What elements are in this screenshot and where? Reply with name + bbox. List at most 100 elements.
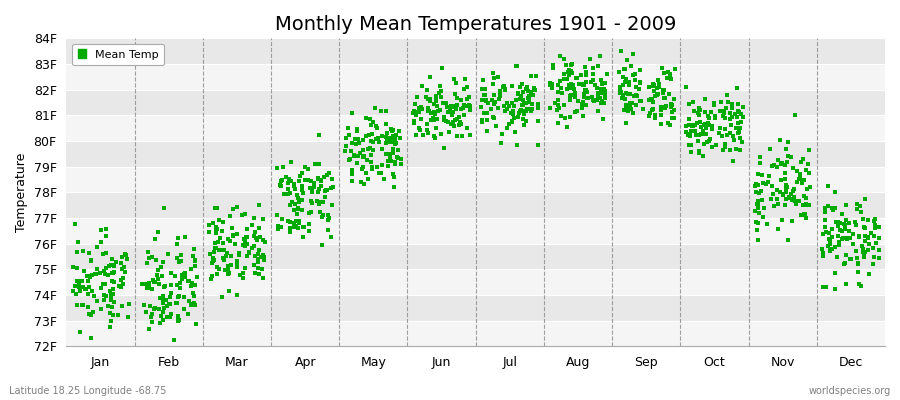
- Point: [563, 62, 578, 68]
- Point: [562, 93, 577, 99]
- Point: [620, 107, 634, 114]
- Point: [585, 71, 599, 77]
- Point: [222, 212, 237, 219]
- Point: [364, 138, 378, 144]
- Point: [684, 122, 698, 128]
- Point: [279, 174, 293, 180]
- Point: [113, 284, 128, 290]
- Point: [320, 226, 335, 233]
- Point: [281, 186, 295, 192]
- Point: [349, 126, 364, 132]
- Point: [170, 294, 184, 300]
- Point: [434, 94, 448, 100]
- Point: [217, 256, 231, 263]
- Point: [579, 72, 593, 78]
- Point: [180, 278, 194, 284]
- Point: [615, 95, 629, 101]
- Point: [96, 297, 111, 304]
- Point: [248, 215, 262, 221]
- Point: [827, 244, 842, 250]
- Point: [694, 130, 708, 137]
- Point: [480, 109, 494, 116]
- Point: [770, 226, 785, 233]
- Point: [446, 76, 461, 82]
- Point: [520, 83, 535, 90]
- Point: [598, 88, 612, 95]
- Point: [107, 263, 122, 269]
- Point: [188, 258, 202, 264]
- Point: [799, 166, 814, 173]
- Point: [524, 89, 538, 96]
- Point: [312, 201, 327, 207]
- Point: [174, 258, 188, 264]
- Point: [452, 114, 466, 121]
- Point: [421, 108, 436, 114]
- Point: [248, 253, 262, 260]
- Point: [613, 87, 627, 93]
- Point: [216, 255, 230, 261]
- Point: [413, 104, 428, 110]
- Point: [345, 171, 359, 178]
- Point: [596, 115, 610, 122]
- Point: [765, 163, 779, 169]
- Point: [245, 222, 259, 228]
- Point: [230, 258, 245, 264]
- Point: [275, 164, 290, 170]
- Point: [491, 104, 505, 111]
- Point: [387, 140, 401, 147]
- Point: [251, 251, 266, 258]
- Point: [252, 225, 266, 232]
- Point: [347, 152, 362, 159]
- Point: [206, 254, 220, 261]
- Point: [774, 176, 788, 183]
- Point: [623, 103, 637, 109]
- Point: [236, 270, 250, 276]
- Point: [714, 99, 728, 105]
- Point: [543, 82, 557, 88]
- Point: [799, 195, 814, 201]
- Point: [476, 77, 491, 84]
- Point: [139, 309, 153, 316]
- Point: [648, 115, 662, 122]
- Point: [762, 173, 777, 180]
- Point: [573, 72, 588, 78]
- Point: [380, 136, 394, 142]
- Point: [364, 152, 378, 158]
- Point: [736, 104, 751, 110]
- Point: [230, 231, 244, 237]
- Point: [239, 233, 254, 240]
- Point: [254, 254, 268, 260]
- Point: [385, 128, 400, 134]
- Point: [379, 134, 393, 141]
- Point: [815, 246, 830, 252]
- Point: [214, 228, 229, 234]
- Point: [406, 110, 420, 116]
- Point: [507, 115, 521, 122]
- Point: [646, 80, 661, 87]
- Point: [424, 110, 438, 117]
- Point: [436, 114, 451, 120]
- Point: [176, 272, 190, 278]
- Point: [752, 210, 766, 216]
- Point: [871, 255, 886, 261]
- Point: [576, 90, 590, 97]
- Point: [258, 239, 273, 246]
- Point: [651, 91, 665, 97]
- Point: [856, 216, 870, 222]
- Point: [184, 302, 198, 308]
- Point: [705, 126, 719, 132]
- Point: [701, 119, 716, 126]
- Point: [716, 112, 730, 119]
- Point: [524, 72, 538, 79]
- Point: [692, 106, 706, 112]
- Point: [495, 130, 509, 137]
- Point: [628, 102, 643, 108]
- Point: [385, 150, 400, 156]
- Point: [447, 117, 462, 124]
- Point: [576, 82, 590, 88]
- Point: [525, 106, 539, 112]
- Point: [485, 114, 500, 120]
- Point: [158, 282, 172, 289]
- Point: [251, 265, 266, 271]
- Point: [236, 241, 250, 248]
